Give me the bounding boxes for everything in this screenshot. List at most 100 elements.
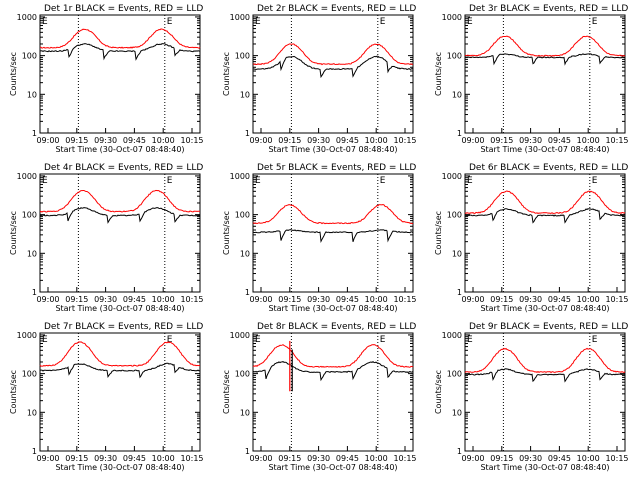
x-axis-label: Start Time (30-Oct-07 08:48:40): [268, 304, 397, 313]
chart-title: Det 4r BLACK = Events, RED = LLD: [44, 163, 203, 173]
y-axis-label: Counts/sec: [9, 52, 18, 96]
y-tick-label: 10: [27, 249, 37, 258]
x-tick-label: 09:30: [94, 454, 117, 463]
x-tick-label: 09:30: [307, 295, 330, 304]
chart-title: Det 5r BLACK = Events, RED = LLD: [257, 163, 416, 173]
series-lld-line: [464, 35, 626, 57]
x-tick-label: 10:15: [393, 454, 416, 463]
x-tick-label: 10:15: [180, 454, 203, 463]
x-tick-label: 10:15: [393, 136, 416, 145]
panel-det-9r: Det 9r BLACK = Events, RED = LLD 1 10 100 10…: [434, 322, 629, 472]
x-tick-label: 10:00: [365, 454, 388, 463]
x-tick-label: 09:00: [36, 454, 59, 463]
x-tick-label: 09:00: [461, 454, 484, 463]
y-axis-label: Counts/sec: [222, 52, 231, 96]
corner-mark-left: E: [42, 335, 48, 345]
y-tick-label: 1000: [17, 172, 37, 181]
corner-mark-left: E: [42, 17, 48, 27]
series-events-line: [252, 55, 414, 79]
x-tick-label: 09:15: [278, 295, 301, 304]
series-lld-line: [252, 203, 414, 225]
corner-mark-left: E: [255, 17, 261, 27]
y-tick-label: 100: [447, 211, 462, 220]
x-tick-label: 09:15: [278, 454, 301, 463]
series-events-line: [40, 362, 201, 379]
y-tick-label: 100: [235, 52, 250, 61]
panel-det-8r: Det 8r BLACK = Events, RED = LLD 1 10 100 10…: [222, 322, 417, 472]
panel-det-6r: Det 6r BLACK = Events, RED = LLD 1 10 100 10…: [434, 163, 629, 313]
y-tick-label: 1: [245, 129, 250, 138]
x-axis-label: Start Time (30-Oct-07 08:48:40): [268, 463, 397, 472]
y-tick-label: 10: [240, 408, 250, 417]
y-tick-label: 1: [457, 288, 462, 297]
x-tick-label: 10:00: [577, 295, 600, 304]
x-tick-label: 09:15: [65, 136, 88, 145]
x-tick-label: 09:30: [519, 136, 542, 145]
x-tick-label: 09:00: [461, 295, 484, 304]
plot-frame: [39, 332, 201, 452]
y-tick-label: 1: [457, 129, 462, 138]
y-tick-label: 10: [452, 249, 462, 258]
y-tick-label: 1000: [442, 13, 462, 22]
x-tick-label: 09:45: [336, 454, 359, 463]
y-tick-label: 1000: [230, 13, 250, 22]
x-tick-label: 10:00: [365, 295, 388, 304]
chart-title: Det 6r BLACK = Events, RED = LLD: [469, 163, 628, 173]
chart-title: Det 8r BLACK = Events, RED = LLD: [257, 322, 416, 332]
corner-mark-left: E: [255, 335, 261, 345]
corner-mark-left: E: [255, 176, 261, 186]
panel-det-5r: Det 5r BLACK = Events, RED = LLD 1 10 100 10…: [222, 163, 417, 313]
x-tick-label: 09:15: [65, 454, 88, 463]
corner-mark-right: E: [592, 176, 598, 186]
series-lld-line: [39, 341, 200, 367]
series-lld-line: [252, 43, 414, 66]
y-tick-label: 1000: [442, 331, 462, 340]
series-events-line: [40, 43, 201, 61]
series-lld-line: [252, 344, 414, 368]
x-tick-label: 09:45: [548, 136, 571, 145]
x-tick-label: 10:00: [577, 454, 600, 463]
y-tick-label: 1: [32, 129, 37, 138]
y-tick-label: 10: [240, 249, 250, 258]
x-tick-label: 09:15: [278, 136, 301, 145]
corner-mark-left: E: [42, 176, 48, 186]
y-tick-label: 10: [240, 90, 250, 99]
x-tick-label: 09:45: [123, 454, 146, 463]
y-tick-label: 1: [245, 288, 250, 297]
x-axis-label: Start Time (30-Oct-07 08:48:40): [55, 304, 184, 313]
x-tick-label: 10:15: [180, 295, 203, 304]
corner-mark-right: E: [380, 176, 386, 186]
series-events-line: [464, 208, 626, 224]
plot-frame: [252, 332, 414, 452]
plot-frame: [39, 14, 201, 134]
series-lld-line: [40, 28, 201, 49]
series-events-line: [40, 207, 200, 224]
y-tick-label: 1000: [442, 172, 462, 181]
y-tick-label: 1: [32, 447, 37, 456]
y-tick-label: 1000: [230, 331, 250, 340]
x-tick-label: 10:00: [577, 136, 600, 145]
x-tick-label: 09:45: [336, 295, 359, 304]
plot-frame: [464, 332, 626, 452]
x-tick-label: 09:45: [123, 295, 146, 304]
corner-mark-left: E: [467, 176, 473, 186]
x-tick-label: 09:00: [36, 136, 59, 145]
x-axis-label: Start Time (30-Oct-07 08:48:40): [480, 304, 609, 313]
x-tick-label: 10:15: [605, 136, 628, 145]
x-tick-label: 10:00: [152, 295, 175, 304]
y-tick-label: 10: [452, 90, 462, 99]
x-tick-label: 09:15: [490, 295, 513, 304]
x-tick-label: 09:30: [519, 295, 542, 304]
panel-det-1r: Det 1r BLACK = Events, RED = LLD 1 10 100 10…: [9, 4, 204, 154]
y-tick-label: 1000: [230, 172, 250, 181]
y-axis-label: Counts/sec: [9, 211, 18, 255]
chart-title: Det 7r BLACK = Events, RED = LLD: [44, 322, 203, 332]
x-tick-label: 09:00: [249, 454, 272, 463]
x-tick-label: 09:30: [307, 136, 330, 145]
y-tick-label: 10: [27, 408, 37, 417]
x-tick-label: 10:15: [605, 295, 628, 304]
panel-det-2r: Det 2r BLACK = Events, RED = LLD 1 10 100 10…: [222, 4, 417, 154]
series-lld-line: [464, 347, 626, 374]
